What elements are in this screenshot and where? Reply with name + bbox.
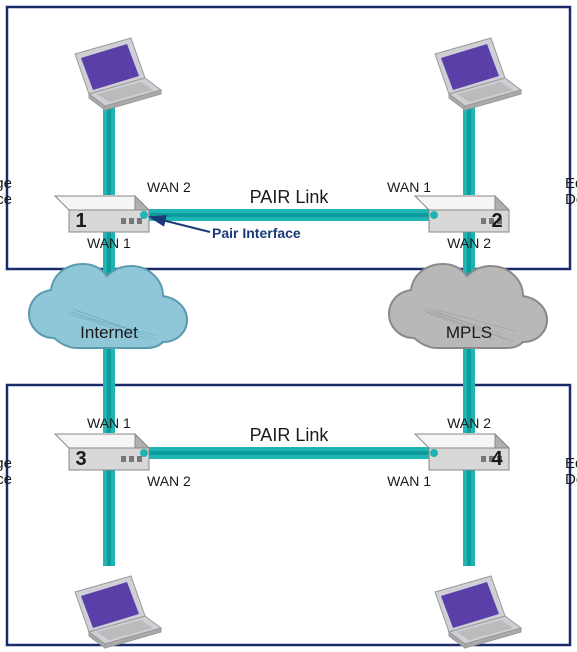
wan-top-d4: WAN 2 <box>447 415 491 431</box>
edge-label-d2-0: Edge <box>565 175 577 192</box>
pair-link-bottom-label: PAIR Link <box>250 425 330 445</box>
edge-label-d3-0: Edge <box>0 455 12 472</box>
wan-bottom-d1: WAN 1 <box>87 235 131 251</box>
wan-bottom-d4: WAN 1 <box>387 473 431 489</box>
wan-top-d2: WAN 1 <box>387 179 431 195</box>
device-num-d4: 4 <box>491 448 503 470</box>
wan-bottom-d2: WAN 2 <box>447 235 491 251</box>
edge-label-d4-0: Edge <box>565 455 577 472</box>
device-num-d2: 2 <box>491 210 502 232</box>
wan-bottom-d3: WAN 2 <box>147 473 191 489</box>
cloud-mpls-label: MPLS <box>446 323 492 342</box>
edge-label-d3-1: Device <box>0 471 12 488</box>
edge-label-d1-0: Edge <box>0 175 12 192</box>
pair-interface-label: Pair Interface <box>212 225 301 241</box>
pair-link-top-label: PAIR Link <box>250 187 330 207</box>
wan-top-d1: WAN 2 <box>147 179 191 195</box>
device-num-d1: 1 <box>75 210 86 232</box>
edge-label-d1-1: Device <box>0 191 12 208</box>
edge-label-d2-1: Device <box>565 191 577 208</box>
device-num-d3: 3 <box>75 448 86 470</box>
edge-label-d4-1: Device <box>565 471 577 488</box>
cloud-internet-label: Internet <box>80 323 138 342</box>
wan-top-d3: WAN 1 <box>87 415 131 431</box>
